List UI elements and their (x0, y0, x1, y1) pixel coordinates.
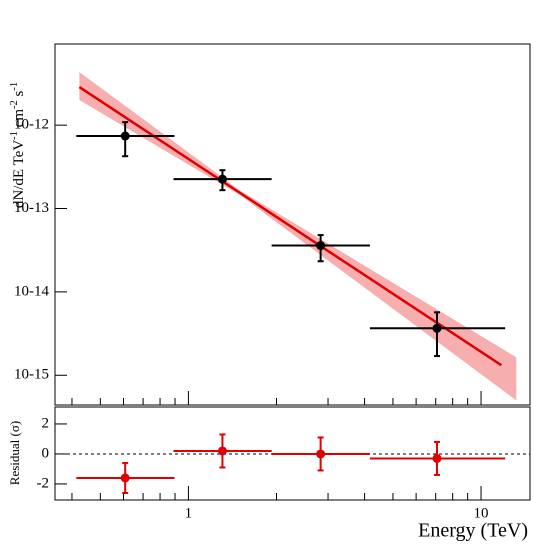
x-tick-label: 1 (185, 505, 193, 521)
y-tick-label: 10-13 (14, 200, 49, 216)
data-point (217, 174, 227, 184)
x-tick-label: 10 (474, 505, 489, 521)
data-point (432, 323, 442, 333)
y-tick-label: 10-15 (14, 367, 49, 383)
x-axis-title: Energy (TeV) (418, 520, 528, 542)
data-point (316, 241, 326, 251)
y-axis-title: dN/dE TeV-1 cm-2 s-1 (9, 82, 28, 208)
data-point (217, 446, 227, 456)
data-point (432, 453, 442, 463)
y-tick-label: 2 (42, 415, 50, 431)
residual-axis-title: Residual (σ) (7, 421, 22, 485)
y-tick-label: 10-12 (14, 117, 49, 133)
y-tick-label: -2 (37, 475, 50, 491)
fit-line (78, 86, 503, 367)
fit-band (79, 72, 517, 401)
y-tick-label: 0 (42, 445, 50, 461)
y-tick-label: 10-14 (14, 283, 49, 299)
data-point (120, 473, 130, 483)
data-point (316, 449, 326, 459)
upper-frame (54, 43, 531, 406)
data-point (120, 131, 130, 141)
